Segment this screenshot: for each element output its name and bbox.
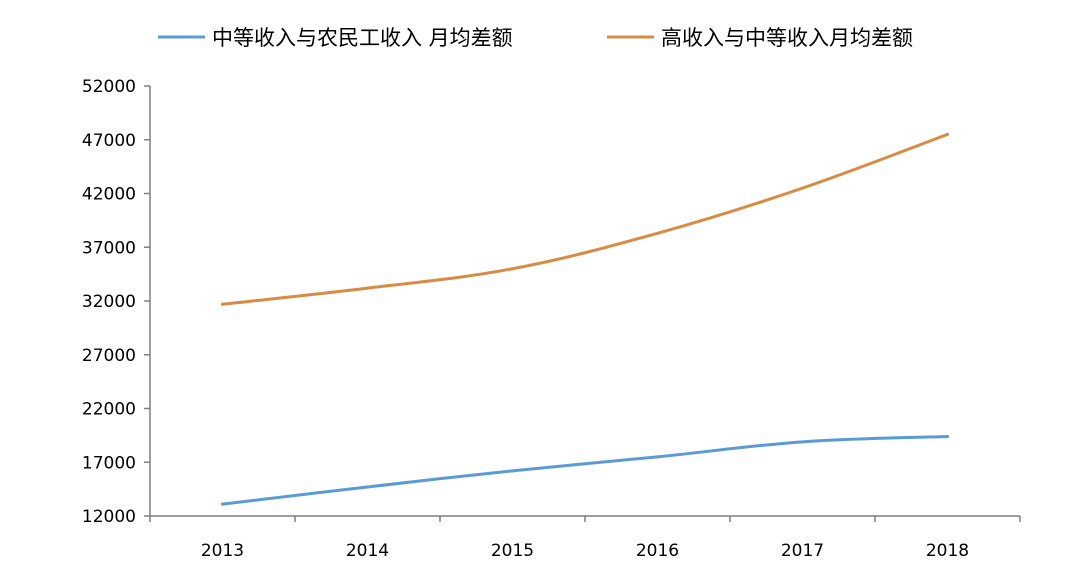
y-tick-label: 52000 [82,77,136,97]
y-tick-label: 27000 [82,346,136,366]
data-point [656,231,659,235]
y-tick-label: 17000 [82,453,136,473]
x-tick-label: 2016 [636,541,679,561]
legend-item-series-2: 高收入与中等收入月均差额 [607,26,913,50]
data-point [221,502,224,506]
data-point [366,286,369,290]
y-tick-label: 37000 [82,238,136,258]
legend-item-series-1: 中等收入与农民工收入 月均差额 [158,26,513,50]
data-point [946,132,949,136]
x-tick-label: 2018 [926,541,969,561]
data-point [801,186,804,190]
y-tick-label: 12000 [82,507,136,527]
data-point [366,485,369,489]
x-tick-label: 2013 [201,541,244,561]
series-2 [221,132,949,306]
legend-label-series-2: 高收入与中等收入月均差额 [661,26,913,50]
series-1 [221,434,949,506]
x-tick-label: 2017 [781,541,824,561]
axes [149,86,1020,517]
legend: 中等收入与农民工收入 月均差额 高收入与中等收入月均差额 [158,26,913,50]
x-tick-label: 2015 [491,541,534,561]
x-axis-ticks: 2013 2014 2015 2016 2017 2018 [149,516,1021,561]
data-point [221,302,224,306]
data-point [946,434,949,438]
legend-label-series-1: 中等收入与农民工收入 月均差额 [212,26,513,50]
series-line-1 [221,434,949,506]
y-tick-label: 42000 [82,185,136,205]
data-point [511,469,514,473]
data-point [656,455,659,459]
y-tick-label: 47000 [82,131,136,151]
data-point [511,267,514,271]
series-layer [221,132,949,506]
series-line-2 [221,132,949,306]
y-tick-label: 32000 [82,292,136,312]
y-tick-label: 22000 [82,400,136,420]
y-axis-ticks: 12000 17000 22000 27000 32000 37000 42000 47000… [82,77,150,527]
data-point [801,440,804,444]
x-tick-label: 2014 [346,541,389,561]
